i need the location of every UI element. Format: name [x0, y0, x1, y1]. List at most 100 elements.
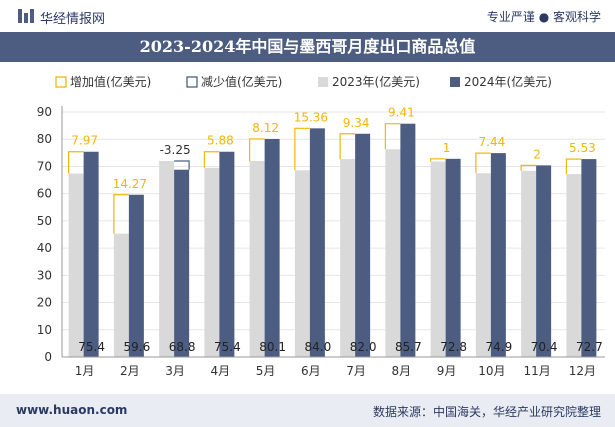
footer: www.huaon.com 数据来源：中国海关，华经产业研究院整理	[0, 394, 615, 427]
x-tick-label: 9月	[437, 364, 457, 378]
bar-2024	[128, 194, 144, 357]
increase-bracket	[294, 127, 310, 171]
increase-bracket	[565, 158, 582, 175]
change-label: 5.88	[207, 134, 234, 148]
x-tick-label: 3月	[165, 364, 185, 378]
change-label: -3.25	[160, 143, 191, 157]
increase-bracket	[384, 123, 401, 150]
change-label: 5.53	[569, 141, 596, 155]
legend-label-decrease: 减少值(亿美元)	[201, 74, 282, 89]
x-tick-label: 1月	[75, 364, 95, 378]
bar-2023	[340, 159, 356, 357]
x-tick-label: 4月	[211, 364, 231, 378]
bar-2024	[445, 158, 461, 357]
bar-2023	[521, 170, 537, 357]
site-url: www.huaon.com	[16, 403, 128, 417]
value-label-2024: 68.8	[169, 340, 196, 354]
increase-bracket	[249, 138, 265, 161]
increase-bracket	[203, 151, 220, 168]
y-tick-label: 10	[37, 323, 52, 337]
axes: 0 10 20 30 40 50 60 70 80 90 1月 2月 3月 4月 5月 6月 7月 8月 9月 10月…	[37, 105, 605, 378]
value-label-2024: 82.0	[350, 340, 377, 354]
bar-2024	[581, 159, 597, 357]
bar-chart: 增加值(亿美元) 减少值(亿美元) 2023年(亿美元) 2024年(亿美元) …	[37, 74, 605, 378]
bar-2024	[219, 151, 235, 357]
legend-label-2024: 2024年(亿美元)	[464, 74, 552, 89]
value-label-2024: 75.4	[78, 340, 105, 354]
change-label: 2	[533, 147, 541, 161]
value-label-2024: 84.0	[305, 340, 332, 354]
value-label-2024: 59.6	[124, 340, 151, 354]
change-label: 15.36	[294, 110, 328, 124]
x-tick-label: 2月	[120, 364, 140, 378]
top-bar: 华经情报网 专业严谨 ● 客观科学	[0, 0, 615, 32]
bar-2024	[355, 133, 371, 357]
value-label-2024: 74.9	[486, 340, 513, 354]
legend-swatch-increase	[55, 76, 67, 88]
y-tick-label: 30	[37, 268, 52, 282]
bar-2024	[174, 169, 190, 357]
bar-2023	[249, 161, 265, 357]
change-label: 1	[443, 141, 451, 155]
y-tick-label: 0	[44, 350, 52, 364]
x-tick-label: 5月	[256, 364, 276, 378]
y-tick-label: 90	[37, 105, 52, 119]
value-label-2024: 72.7	[576, 340, 603, 354]
legend-swatch-2024	[450, 77, 460, 87]
change-label: 9.41	[388, 106, 415, 120]
bar-2023	[566, 174, 582, 357]
chart-title: 2023-2024年中国与墨西哥月度出口商品总值	[139, 37, 476, 56]
data-source: 数据来源：中国海关，华经产业研究院整理	[372, 405, 601, 419]
x-tick-label: 12月	[569, 364, 596, 378]
value-label-2024: 85.7	[395, 340, 422, 354]
x-tick-label: 10月	[478, 364, 505, 378]
bar-2024	[400, 123, 416, 357]
y-tick-label: 60	[37, 187, 52, 201]
value-label-2024: 80.1	[259, 340, 286, 354]
increase-bracket	[113, 194, 129, 234]
increase-bracket	[520, 164, 537, 171]
data-labels: 7.97 75.4 14.27 59.6 -3.25 68.8 5.88 75.4 8.12 80…	[71, 106, 602, 354]
bar-2023	[385, 149, 401, 357]
title-bar: 2023-2024年中国与墨西哥月度出口商品总值	[0, 32, 615, 62]
value-label-2024: 75.4	[214, 340, 241, 354]
chart-area: 增加值(亿美元) 减少值(亿美元) 2023年(亿美元) 2024年(亿美元) …	[0, 62, 615, 392]
increase-bracket	[475, 152, 491, 174]
bar-2023	[159, 161, 175, 357]
bar-2023	[68, 173, 84, 357]
bar-2024	[83, 151, 99, 357]
value-label-2024: 70.4	[531, 340, 558, 354]
y-tick-label: 70	[37, 159, 52, 173]
grid	[62, 111, 605, 331]
increase-bracket	[339, 133, 356, 160]
change-label: 9.34	[343, 116, 370, 130]
bar-2024	[536, 165, 552, 357]
increase-bracket	[68, 151, 84, 174]
bar-2023	[475, 173, 491, 357]
decrease-bracket	[174, 160, 190, 170]
change-label: 14.27	[113, 177, 147, 191]
legend-swatch-decrease	[186, 76, 198, 88]
bar-2023	[294, 170, 310, 357]
x-tick-label: 11月	[523, 364, 550, 378]
bars	[68, 123, 597, 357]
bar-2024	[309, 128, 325, 357]
change-label: 7.97	[71, 134, 98, 148]
brand-logo-icon	[18, 9, 34, 23]
bar-2024	[264, 138, 280, 357]
legend-swatch-2023	[318, 77, 328, 87]
legend: 增加值(亿美元) 减少值(亿美元) 2023年(亿美元) 2024年(亿美元)	[55, 74, 552, 89]
x-tick-label: 6月	[301, 364, 321, 378]
bar-2023	[430, 161, 446, 357]
value-label-2024: 72.8	[440, 340, 467, 354]
bar-2024	[490, 153, 506, 357]
change-label: 8.12	[252, 121, 279, 135]
slogan: 专业严谨 ● 客观科学	[486, 10, 601, 24]
y-tick-label: 80	[37, 132, 52, 146]
x-tick-label: 8月	[392, 364, 412, 378]
bar-2023	[113, 233, 129, 357]
brand-name: 华经情报网	[40, 12, 106, 27]
x-tick-label: 7月	[346, 364, 366, 378]
y-tick-label: 40	[37, 241, 52, 255]
y-tick-label: 50	[37, 214, 52, 228]
